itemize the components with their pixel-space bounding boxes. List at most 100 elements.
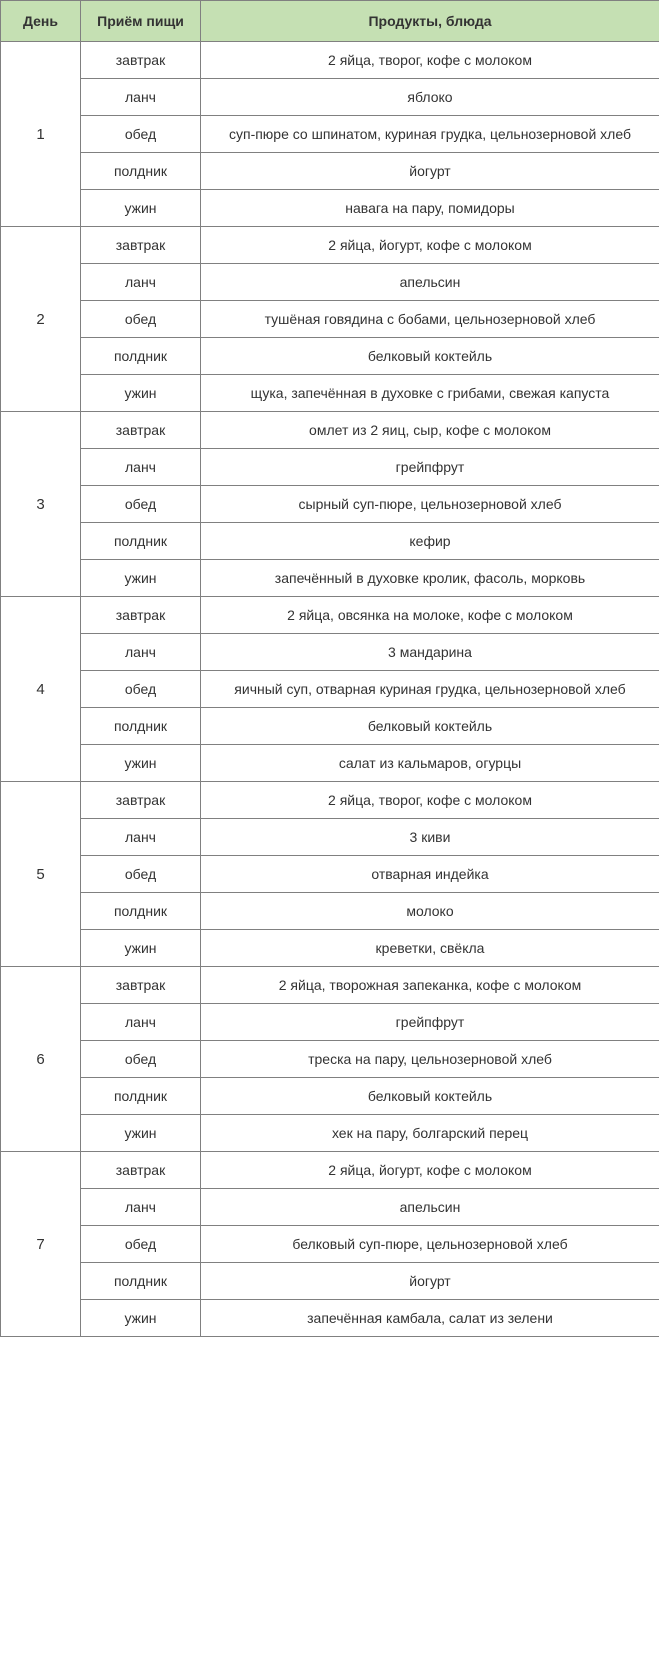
food-cell: яичный суп, отварная куриная грудка, цел… [201, 671, 659, 708]
table-header-row: День Приём пищи Продукты, блюда [1, 1, 659, 42]
col-header-day: День [1, 1, 81, 42]
table-body: 1завтрак2 яйца, творог, кофе с молокомла… [1, 42, 659, 1337]
food-cell: 2 яйца, творог, кофе с молоком [201, 42, 659, 79]
table-row: 5завтрак2 яйца, творог, кофе с молоком [1, 782, 659, 819]
meal-cell: полдник [81, 708, 201, 745]
meal-cell: ужин [81, 1300, 201, 1337]
table-row: обедсуп-пюре со шпинатом, куриная грудка… [1, 116, 659, 153]
food-cell: 3 киви [201, 819, 659, 856]
food-cell: 2 яйца, творожная запеканка, кофе с моло… [201, 967, 659, 1004]
food-cell: апельсин [201, 264, 659, 301]
meal-cell: обед [81, 116, 201, 153]
table-row: 6завтрак2 яйца, творожная запеканка, коф… [1, 967, 659, 1004]
table-row: ужинщука, запечённая в духовке с грибами… [1, 375, 659, 412]
food-cell: запечённая камбала, салат из зелени [201, 1300, 659, 1337]
day-cell: 4 [1, 597, 81, 782]
food-cell: 3 мандарина [201, 634, 659, 671]
food-cell: креветки, свёкла [201, 930, 659, 967]
day-cell: 3 [1, 412, 81, 597]
table-row: ланчапельсин [1, 1189, 659, 1226]
meal-cell: ланч [81, 634, 201, 671]
col-header-food: Продукты, блюда [201, 1, 659, 42]
day-cell: 5 [1, 782, 81, 967]
food-cell: треска на пару, цельнозерновой хлеб [201, 1041, 659, 1078]
food-cell: белковый коктейль [201, 338, 659, 375]
meal-cell: полдник [81, 523, 201, 560]
food-cell: 2 яйца, овсянка на молоке, кофе с молоко… [201, 597, 659, 634]
day-cell: 6 [1, 967, 81, 1152]
meal-cell: ланч [81, 1004, 201, 1041]
food-cell: 2 яйца, йогурт, кофе с молоком [201, 227, 659, 264]
food-cell: омлет из 2 яиц, сыр, кофе с молоком [201, 412, 659, 449]
table-row: полдникбелковый коктейль [1, 1078, 659, 1115]
food-cell: суп-пюре со шпинатом, куриная грудка, це… [201, 116, 659, 153]
food-cell: яблоко [201, 79, 659, 116]
food-cell: тушёная говядина с бобами, цельнозерново… [201, 301, 659, 338]
meal-cell: обед [81, 486, 201, 523]
meal-cell: обед [81, 1041, 201, 1078]
food-cell: запечённый в духовке кролик, фасоль, мор… [201, 560, 659, 597]
food-cell: йогурт [201, 153, 659, 190]
table-row: ужинкреветки, свёкла [1, 930, 659, 967]
table-row: ланчяблоко [1, 79, 659, 116]
col-header-meal: Приём пищи [81, 1, 201, 42]
food-cell: щука, запечённая в духовке с грибами, св… [201, 375, 659, 412]
table-row: 4завтрак2 яйца, овсянка на молоке, кофе … [1, 597, 659, 634]
meal-cell: полдник [81, 893, 201, 930]
day-cell: 7 [1, 1152, 81, 1337]
table-row: обедсырный суп-пюре, цельнозерновой хлеб [1, 486, 659, 523]
day-cell: 1 [1, 42, 81, 227]
meal-cell: ужин [81, 190, 201, 227]
food-cell: отварная индейка [201, 856, 659, 893]
food-cell: навага на пару, помидоры [201, 190, 659, 227]
table-row: 3завтракомлет из 2 яиц, сыр, кофе с моло… [1, 412, 659, 449]
table-row: ужинзапечённая камбала, салат из зелени [1, 1300, 659, 1337]
table-row: ланчапельсин [1, 264, 659, 301]
meal-cell: завтрак [81, 967, 201, 1004]
meal-cell: полдник [81, 338, 201, 375]
table-row: ужинзапечённый в духовке кролик, фасоль,… [1, 560, 659, 597]
table-row: обедяичный суп, отварная куриная грудка,… [1, 671, 659, 708]
table-row: ланчгрейпфрут [1, 1004, 659, 1041]
meal-cell: завтрак [81, 412, 201, 449]
day-cell: 2 [1, 227, 81, 412]
food-cell: апельсин [201, 1189, 659, 1226]
table-row: обедбелковый суп-пюре, цельнозерновой хл… [1, 1226, 659, 1263]
meal-cell: ланч [81, 1189, 201, 1226]
food-cell: 2 яйца, творог, кофе с молоком [201, 782, 659, 819]
table-row: полдникйогурт [1, 153, 659, 190]
meal-cell: завтрак [81, 782, 201, 819]
table-row: обедтушёная говядина с бобами, цельнозер… [1, 301, 659, 338]
meal-cell: обед [81, 856, 201, 893]
table-row: полдниккефир [1, 523, 659, 560]
meal-plan-table: День Приём пищи Продукты, блюда 1завтрак… [0, 0, 659, 1337]
meal-cell: ланч [81, 264, 201, 301]
meal-cell: полдник [81, 1263, 201, 1300]
meal-cell: полдник [81, 1078, 201, 1115]
meal-cell: завтрак [81, 1152, 201, 1189]
table-row: обедотварная индейка [1, 856, 659, 893]
food-cell: белковый суп-пюре, цельнозерновой хлеб [201, 1226, 659, 1263]
table-row: 1завтрак2 яйца, творог, кофе с молоком [1, 42, 659, 79]
table-row: полдникйогурт [1, 1263, 659, 1300]
table-row: ланч3 киви [1, 819, 659, 856]
food-cell: грейпфрут [201, 1004, 659, 1041]
table-row: 7завтрак2 яйца, йогурт, кофе с молоком [1, 1152, 659, 1189]
food-cell: йогурт [201, 1263, 659, 1300]
food-cell: грейпфрут [201, 449, 659, 486]
food-cell: сырный суп-пюре, цельнозерновой хлеб [201, 486, 659, 523]
meal-cell: завтрак [81, 227, 201, 264]
food-cell: молоко [201, 893, 659, 930]
meal-cell: завтрак [81, 597, 201, 634]
meal-cell: ужин [81, 560, 201, 597]
meal-cell: обед [81, 1226, 201, 1263]
meal-cell: ланч [81, 449, 201, 486]
table-row: ланчгрейпфрут [1, 449, 659, 486]
meal-cell: ланч [81, 819, 201, 856]
meal-cell: ужин [81, 930, 201, 967]
table-row: полдникмолоко [1, 893, 659, 930]
meal-cell: обед [81, 301, 201, 338]
table-row: ланч3 мандарина [1, 634, 659, 671]
food-cell: салат из кальмаров, огурцы [201, 745, 659, 782]
meal-cell: ужин [81, 375, 201, 412]
